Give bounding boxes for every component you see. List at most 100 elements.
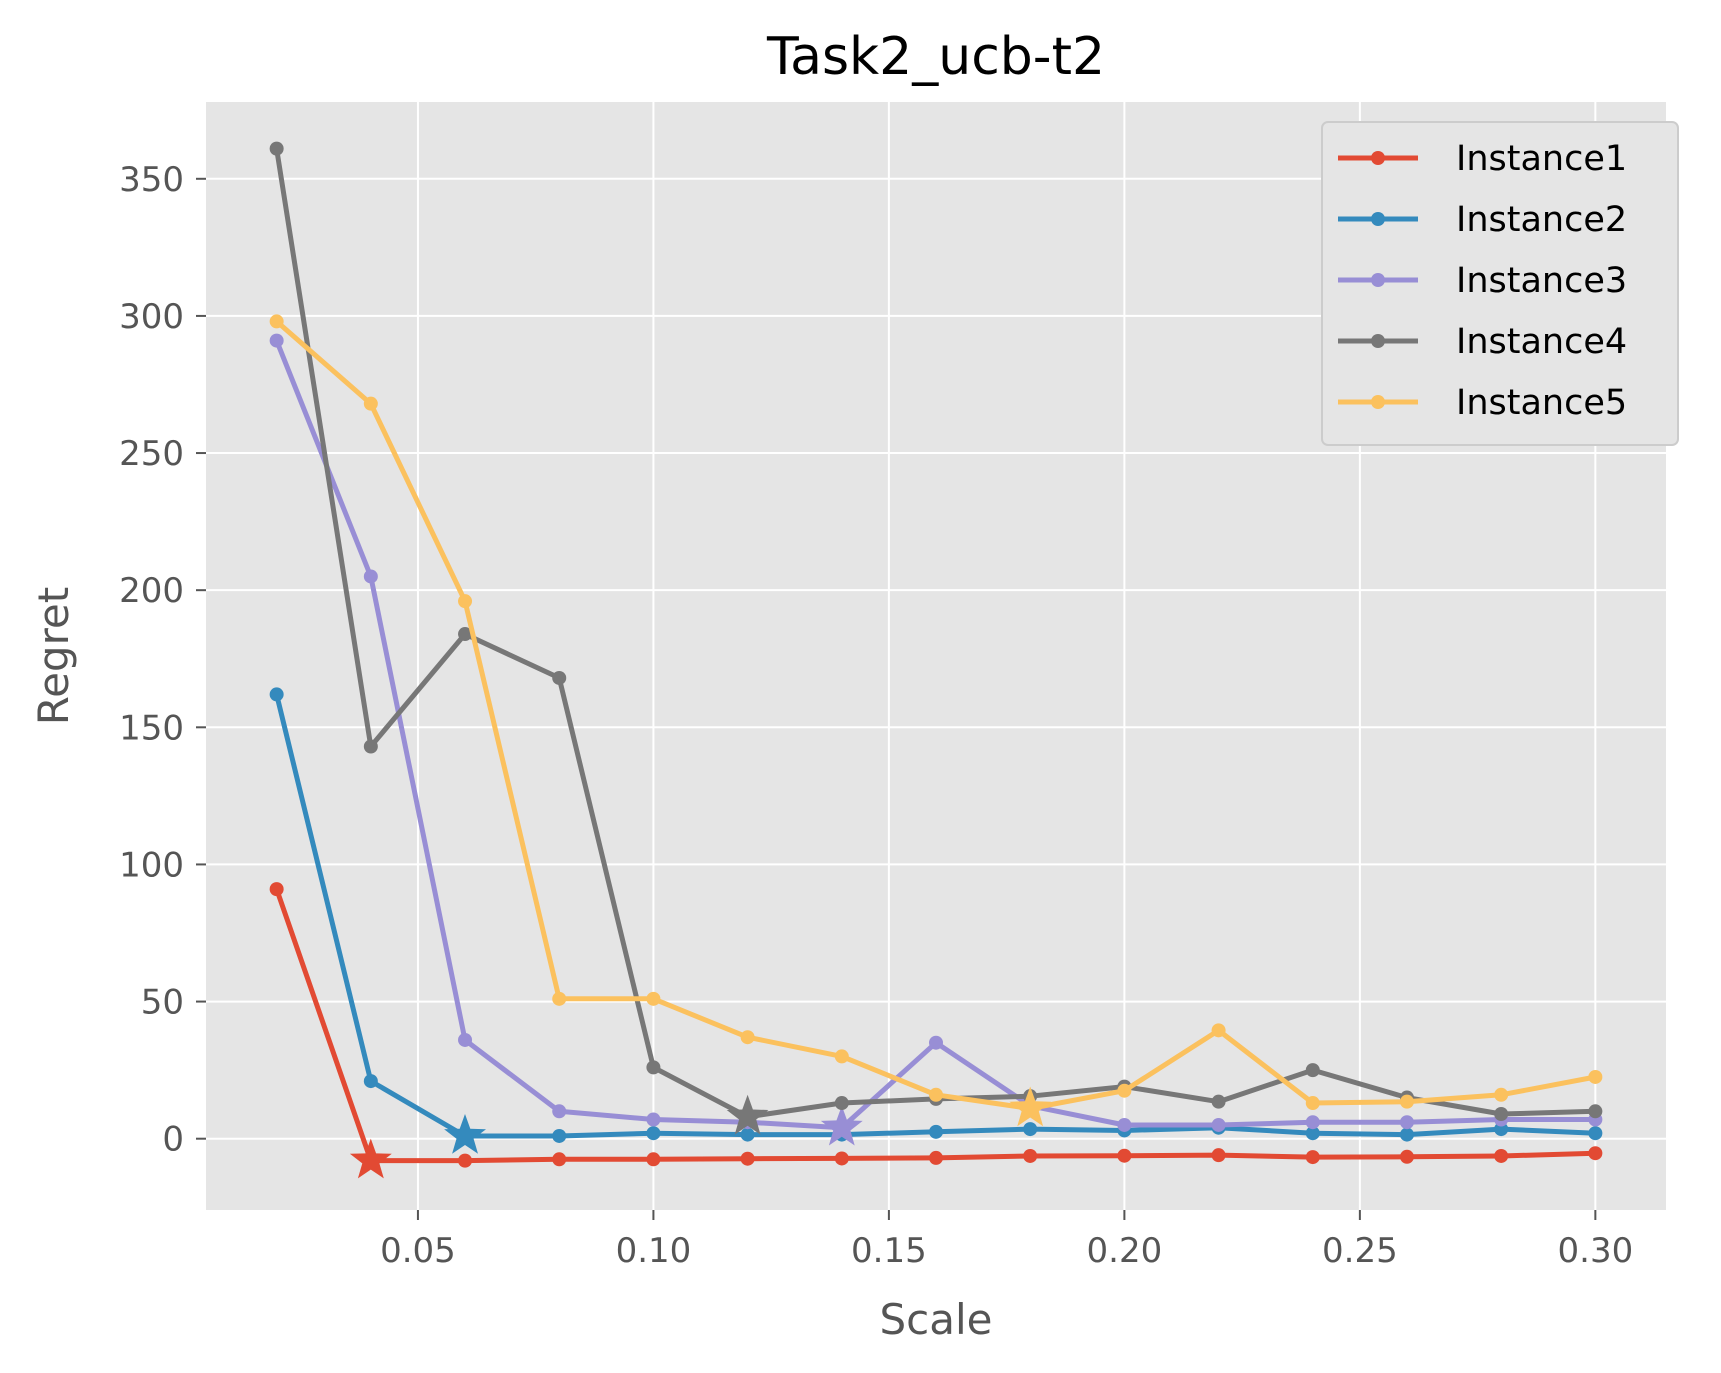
data-point [363,569,378,584]
legend-item: Instance4 [1338,322,1627,362]
x-tick-label: 0.30 [1558,1231,1634,1271]
data-point [1494,1107,1509,1122]
legend-label: Instance2 [1456,200,1627,240]
legend-swatch-marker [1371,334,1385,348]
best-point-star [1009,1086,1052,1127]
legend: Instance1 Instance2 Instance3 Instance4 Inst… [1321,121,1679,446]
data-point [269,141,284,156]
y-tick-label: 0 [162,1120,184,1160]
data-point [1494,1087,1509,1102]
series-instance5 [269,314,1603,1127]
data-point [834,1049,849,1064]
y-tick-label: 350 [119,160,184,200]
data-point [1117,1083,1132,1098]
legend-swatch-marker [1371,212,1385,226]
x-tick-label: 0.25 [1322,1231,1398,1271]
y-tick-label: 250 [119,434,184,474]
y-tick-label: 300 [119,297,184,337]
data-point [834,1096,849,1111]
data-point [1305,1126,1320,1141]
data-point [1494,1148,1509,1163]
data-point [740,1030,755,1045]
data-point [552,1152,567,1167]
legend-item: Instance5 [1338,383,1627,423]
data-point [269,882,284,897]
y-tick-label: 100 [119,845,184,885]
data-point [1305,1096,1320,1111]
data-point [929,1035,943,1050]
data-point [1305,1063,1320,1078]
best-point-star [349,1138,392,1179]
data-point [1211,1148,1226,1163]
data-point [1211,1023,1226,1038]
data-point [1494,1122,1509,1137]
data-point [1305,1150,1320,1165]
data-point [1588,1146,1603,1161]
x-axis-label: Scale [880,1295,993,1344]
best-point-star [726,1094,769,1135]
data-point [1211,1094,1226,1109]
y-tick-label: 200 [119,571,184,611]
series-instance1 [269,882,1603,1179]
data-point [458,1153,473,1168]
data-point [363,1074,378,1089]
data-point [1399,1094,1414,1109]
data-point [269,314,284,329]
legend-item: Instance3 [1338,261,1627,301]
y-axis-label: Regret [29,587,78,725]
data-point [552,670,567,685]
data-point [1117,1148,1132,1163]
data-point [363,739,378,754]
legend-swatch-marker [1371,273,1385,287]
data-point [363,396,378,411]
data-point [1399,1127,1414,1142]
data-point [646,991,661,1006]
data-point [740,1127,755,1142]
data-point [646,1060,661,1075]
data-point [834,1151,849,1166]
data-point [1588,1069,1603,1084]
legend-item: Instance2 [1338,200,1627,240]
legend-swatch-marker [1371,151,1385,165]
data-point [269,687,284,702]
data-point [1588,1126,1603,1141]
data-point [458,594,473,609]
data-point [552,1128,567,1143]
data-point [1305,1115,1320,1130]
x-tick-label: 0.05 [380,1231,456,1271]
series-instance3 [269,333,1603,1146]
legend-box [1321,121,1679,446]
data-point [1117,1117,1132,1132]
data-point [552,991,567,1006]
legend-label: Instance1 [1456,139,1627,179]
legend-label: Instance4 [1456,322,1627,362]
legend-label: Instance3 [1456,261,1627,301]
series-layer [269,141,1603,1179]
x-tick-label: 0.20 [1087,1231,1163,1271]
data-point [646,1126,661,1141]
legend-label: Instance5 [1456,383,1627,423]
data-point [646,1112,661,1127]
data-point [1211,1117,1226,1132]
data-point [269,333,284,348]
best-point-star [820,1105,863,1146]
data-point [1023,1148,1038,1163]
data-point [929,1124,943,1139]
data-point [1588,1104,1603,1119]
data-point [552,1104,567,1119]
data-point [1399,1115,1414,1130]
legend-swatch-marker [1371,395,1385,409]
data-point [929,1150,943,1165]
x-tick-label: 0.15 [851,1231,927,1271]
axes: 0.05 0.10 0.15 0.20 0.25 0.30 0 50 100 150 200 250 3… [119,160,1633,1271]
data-point [1023,1122,1038,1137]
data-point [929,1087,943,1102]
data-point [458,1032,473,1047]
legend-item: Instance1 [1338,139,1627,179]
y-tick-label: 50 [141,983,184,1023]
data-point [458,627,473,642]
data-point [646,1152,661,1167]
best-point-star [444,1114,486,1154]
grid [206,102,1666,1210]
